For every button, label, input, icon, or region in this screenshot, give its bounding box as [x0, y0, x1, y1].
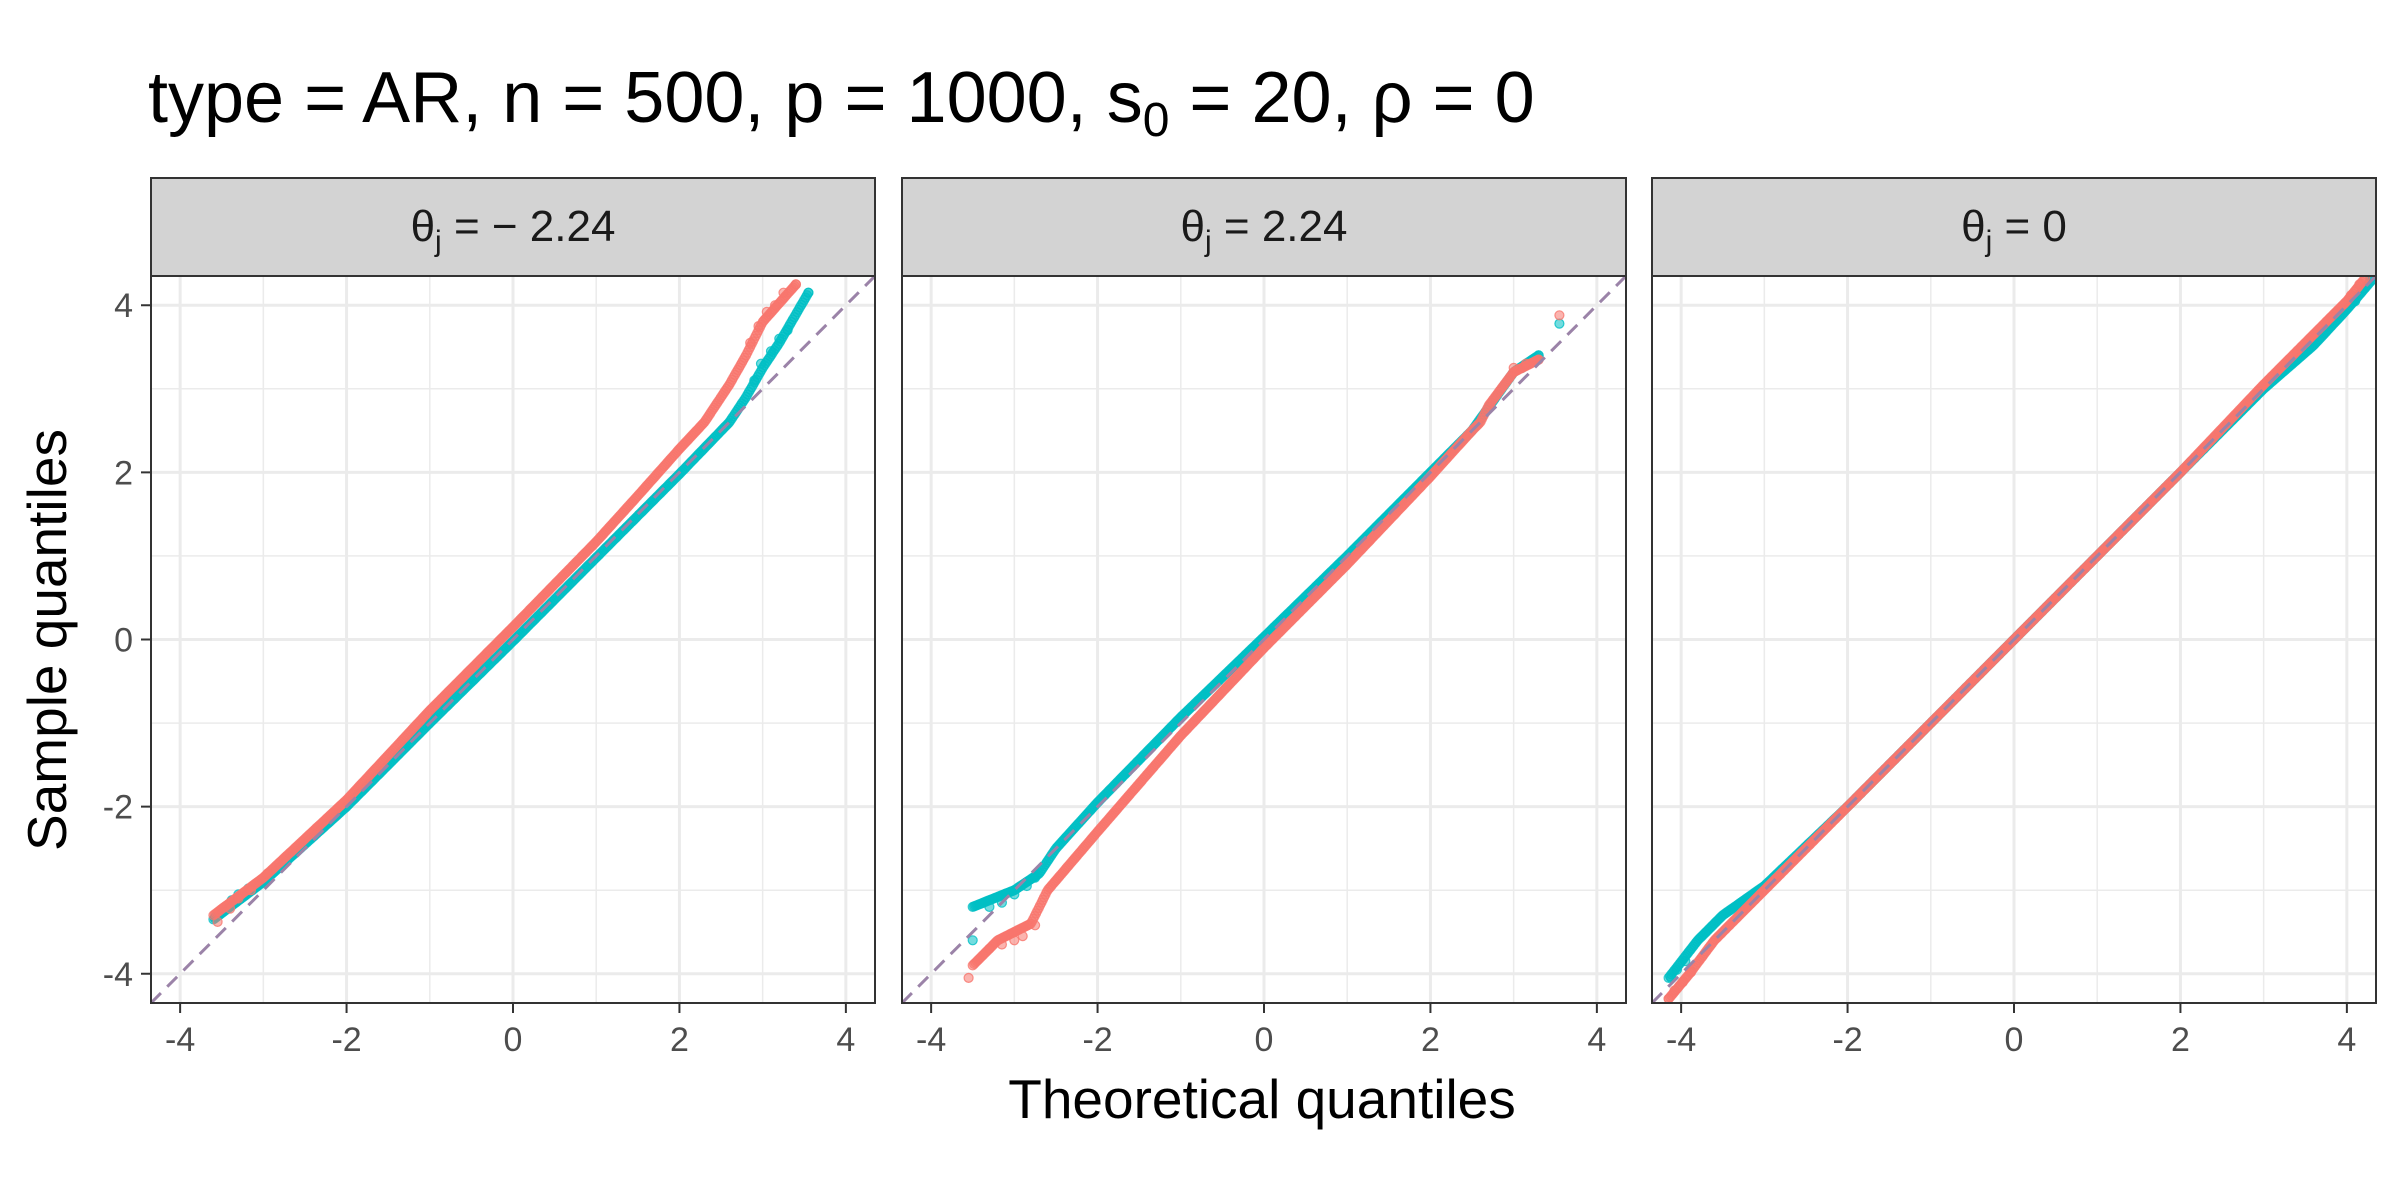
facet-strip — [150, 177, 876, 277]
x-tick-label: 2 — [1421, 1021, 1440, 1059]
strip-label-subscript: j — [1985, 225, 1993, 258]
data-point — [774, 333, 785, 344]
strip-label-symbol: θ — [1961, 202, 1985, 251]
data-point — [1663, 993, 1674, 1003]
strip-label-value: = − 2.24 — [442, 202, 616, 251]
facet-panel-2: θj = 2.24 -4 -2 0 2 4 — [901, 177, 1627, 1059]
strip-label-symbol: θ — [411, 202, 435, 251]
y-tick-label: 4 — [114, 287, 133, 325]
strip-label-subscript: j — [434, 225, 442, 258]
panel-grid — [902, 276, 1626, 1003]
reference-line — [902, 276, 1626, 1003]
panel-points — [963, 310, 1565, 984]
data-point — [262, 868, 273, 879]
series-2 — [208, 279, 802, 928]
chart-title: type = AR, n = 500, p = 1000, s0 = 20, ρ… — [148, 58, 1535, 147]
data-point — [790, 279, 802, 290]
x-tick-label: -4 — [1666, 1021, 1696, 1059]
panel-points — [208, 279, 814, 928]
data-point — [1671, 964, 1683, 975]
data-point — [245, 885, 256, 896]
x-tick-label: -4 — [165, 1021, 195, 1059]
x-tick-label: -2 — [1082, 1021, 1112, 1059]
data-point — [225, 903, 236, 914]
data-point — [769, 300, 781, 311]
y-tick-label: -4 — [103, 956, 133, 994]
strip-label-value: = 2.24 — [1212, 202, 1348, 251]
data-point — [2360, 276, 2371, 283]
data-point — [1520, 358, 1532, 369]
x-tick-label: 4 — [2337, 1021, 2356, 1059]
x-tick-label: 4 — [1587, 1021, 1606, 1059]
data-point — [1508, 362, 1519, 373]
x-axis-title: Theoretical quantiles — [1008, 1068, 1516, 1130]
y-tick-label: 0 — [114, 622, 133, 660]
y-tick-label: 2 — [114, 454, 133, 492]
data-point — [1009, 889, 1020, 900]
x-tick-label: 0 — [1255, 1021, 1274, 1059]
data-point — [967, 935, 978, 946]
data-point — [803, 287, 814, 298]
data-point — [1669, 985, 1680, 996]
data-point — [1017, 930, 1028, 942]
data-point — [749, 375, 760, 386]
x-tick-label: 2 — [2171, 1021, 2190, 1059]
facet-panel-1: θj = − 2.24 -4 -2 0 2 4 4 2 0 -2 -4 — [103, 177, 876, 1059]
x-tick-label: -2 — [331, 1021, 361, 1059]
strip-label-symbol: θ — [1181, 202, 1205, 251]
data-point — [212, 916, 223, 928]
x-tick-label: -4 — [916, 1021, 946, 1059]
facet-strip-label: θj = − 2.24 — [411, 202, 616, 258]
data-point — [233, 893, 244, 904]
facet-strip-label: θj = 2.24 — [1181, 202, 1348, 258]
panel-grid — [1652, 276, 2376, 1003]
x-tick-label: 2 — [670, 1021, 689, 1059]
data-point — [1677, 976, 1688, 988]
strip-label-value: = 0 — [1992, 202, 2067, 251]
data-point — [745, 337, 756, 348]
data-point — [1554, 310, 1565, 321]
data-point — [1680, 956, 1691, 967]
data-point — [2354, 279, 2365, 290]
data-point — [761, 306, 772, 317]
x-tick-label: 4 — [836, 1021, 855, 1059]
data-point — [765, 346, 777, 357]
data-point — [984, 901, 995, 913]
data-point — [1021, 880, 1032, 892]
data-point — [1029, 872, 1041, 883]
data-point — [782, 325, 793, 336]
data-point — [1554, 318, 1565, 329]
y-tick-label: -2 — [103, 789, 133, 827]
facet-strip — [901, 177, 1627, 277]
data-point — [1685, 966, 1697, 978]
facet-strip — [1651, 177, 2377, 277]
reference-line — [151, 276, 875, 1003]
reference-line — [1652, 276, 2376, 1003]
data-point — [963, 972, 974, 984]
data-point — [1009, 935, 1020, 946]
x-tick-label: -2 — [1832, 1021, 1862, 1059]
data-point — [755, 358, 767, 369]
data-point — [753, 321, 764, 332]
x-tick-label: 0 — [504, 1021, 523, 1059]
facet-panel-3: θj = 0 -4 -2 0 2 4 — [1651, 177, 2377, 1059]
data-point — [984, 943, 995, 954]
facet-strip-label: θj = 0 — [1961, 202, 2067, 258]
data-point — [778, 287, 789, 298]
strip-label-subscript: j — [1204, 225, 1212, 258]
x-tick-label: 0 — [2005, 1021, 2024, 1059]
data-point — [996, 939, 1008, 950]
y-axis-title: Sample quantiles — [16, 429, 78, 851]
panel-grid — [151, 276, 875, 1003]
data-point — [1029, 920, 1041, 931]
